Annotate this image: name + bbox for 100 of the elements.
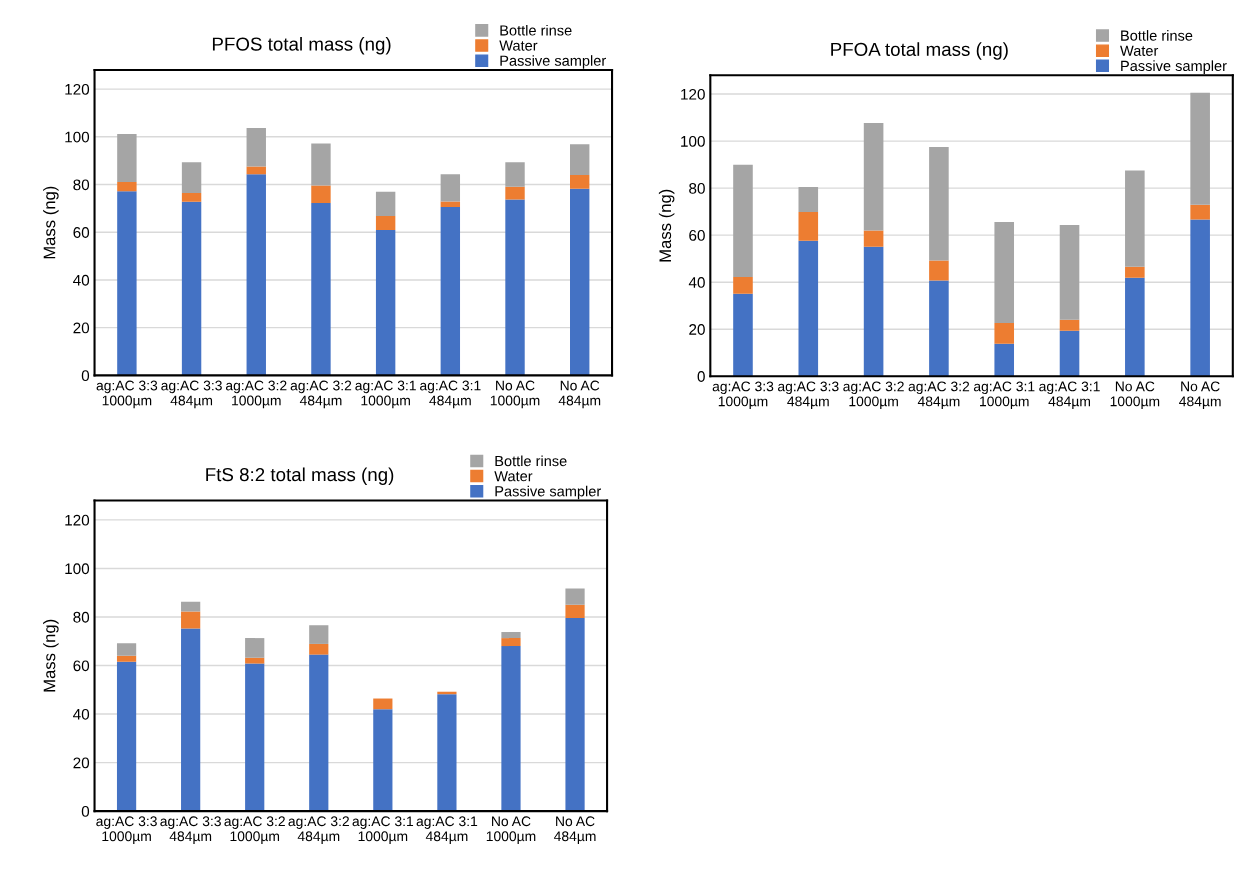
x-tick-label: No AC 1000µm (1110, 381, 1160, 410)
legend-label: Water (499, 40, 538, 51)
bar (181, 162, 202, 194)
y-tick-label: 120 (65, 514, 90, 526)
bar (565, 588, 585, 605)
y-tick-label: 40 (73, 274, 90, 286)
x-tick-label: ag:AC 3:2 1000µm (843, 381, 904, 410)
bar (375, 216, 396, 231)
chart-title: PFOS total mass (ng) (212, 36, 391, 55)
bar (565, 617, 585, 812)
x-tick-label: ag:AC 3:1 1000µm (352, 816, 414, 844)
bar (181, 201, 202, 376)
y-tick-label: 0 (81, 805, 90, 817)
bar (116, 643, 137, 656)
bar (863, 230, 884, 247)
x-tick-label: No AC 484µm (558, 380, 601, 409)
bar (929, 280, 949, 377)
y-axis-title: Mass (ng) (43, 619, 59, 692)
bar (375, 191, 396, 217)
x-tick-label: ag:AC 3:2 484µm (908, 381, 970, 410)
bar (440, 201, 461, 207)
bar (373, 709, 393, 812)
y-tick-label: 60 (73, 227, 90, 238)
bar (375, 230, 396, 376)
x-tick-label: ag:AC 3:1 484µm (1039, 381, 1100, 410)
bar (311, 143, 331, 186)
bar (863, 246, 884, 377)
bar (1059, 225, 1080, 320)
bar (440, 174, 461, 202)
x-tick-label: No AC 484µm (1179, 381, 1221, 410)
bar (501, 638, 521, 647)
bar (181, 601, 201, 612)
bar (929, 146, 949, 261)
bar (117, 133, 137, 182)
bar (311, 202, 331, 376)
bar (1059, 330, 1080, 377)
bar (733, 277, 753, 294)
bar (440, 206, 461, 376)
bar (798, 240, 819, 377)
y-tick-label: 80 (73, 611, 90, 623)
x-tick-label: ag:AC 3:3 484µm (160, 816, 221, 844)
bar (501, 632, 521, 639)
legend-label: Passive sampler (495, 485, 601, 500)
bar (311, 185, 331, 203)
y-tick-label: 20 (73, 322, 90, 334)
bar (929, 260, 949, 281)
x-tick-label: No AC 484µm (553, 816, 596, 844)
bar (994, 221, 1015, 324)
bar (863, 122, 884, 231)
x-tick-label: No AC 1000µm (490, 380, 540, 409)
bar (733, 293, 753, 377)
bar (117, 191, 137, 376)
bar (309, 654, 329, 812)
x-tick-label: ag:AC 3:1 484µm (416, 816, 478, 844)
bar (117, 181, 137, 192)
y-tick-label: 80 (73, 179, 90, 191)
bar (181, 193, 202, 202)
bar (245, 638, 265, 658)
bar (1125, 277, 1145, 377)
bar (505, 162, 525, 187)
y-tick-label: 40 (688, 277, 705, 288)
bar (570, 174, 590, 189)
x-tick-label: ag:AC 3:2 1000µm (224, 816, 285, 844)
x-tick-label: ag:AC 3:3 1000µm (712, 381, 774, 410)
chart-title: FtS 8:2 total mass (ng) (206, 467, 394, 485)
bar (505, 199, 525, 376)
bar (994, 343, 1015, 377)
bar (1190, 92, 1210, 205)
y-tick-label: 40 (73, 708, 90, 720)
x-tick-label: ag:AC 3:2 1000µm (225, 380, 287, 409)
x-tick-label: ag:AC 3:1 484µm (420, 380, 481, 409)
legend-label: Passive sampler (1121, 60, 1227, 74)
bar (181, 628, 201, 812)
legend-label: Bottle rinse (500, 24, 572, 36)
bar (373, 698, 393, 710)
bar (437, 694, 457, 812)
bar (733, 164, 753, 278)
y-tick-label: 60 (73, 660, 90, 672)
x-tick-label: ag:AC 3:2 484µm (290, 380, 352, 409)
y-axis-title: Mass (ng) (658, 189, 675, 262)
legend-label: Passive sampler (500, 55, 606, 69)
x-tick-label: ag:AC 3:3 1000µm (96, 816, 157, 844)
y-tick-label: 60 (689, 230, 705, 241)
bar (181, 611, 201, 629)
x-tick-label: ag:AC 3:1 1000µm (355, 380, 416, 409)
y-tick-label: 20 (689, 324, 705, 335)
bar (245, 663, 265, 812)
legend-label: Bottle rinse (1121, 30, 1193, 41)
bar (1190, 219, 1210, 377)
chart-title: PFOA total mass (ng) (831, 42, 1008, 60)
y-tick-label: 20 (73, 757, 90, 769)
bar (798, 186, 819, 212)
y-tick-label: 120 (681, 88, 705, 100)
bar (994, 323, 1015, 344)
bar (309, 625, 329, 644)
bar (246, 174, 266, 376)
bar (309, 643, 329, 655)
bar (116, 661, 137, 812)
y-tick-label: 0 (81, 370, 90, 382)
y-tick-label: 0 (697, 371, 705, 382)
